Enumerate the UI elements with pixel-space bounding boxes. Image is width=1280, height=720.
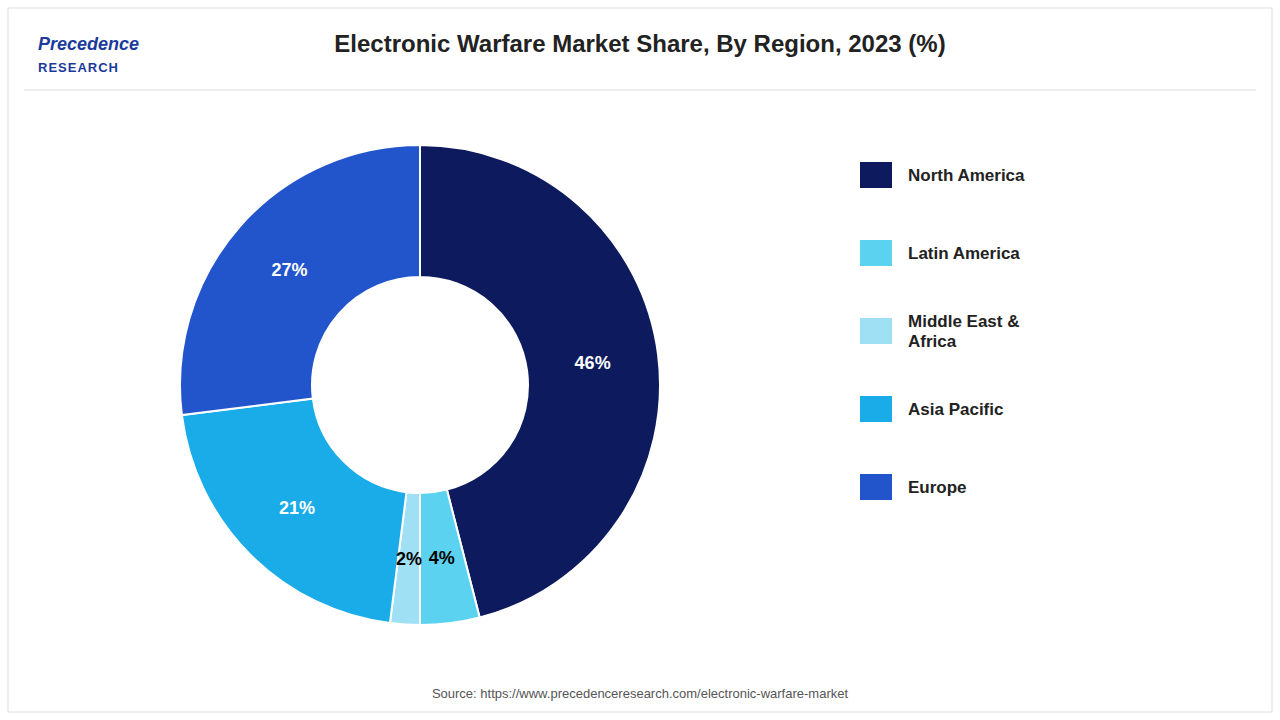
slice xyxy=(180,145,420,415)
chart: Electronic Warfare Market Share, By Regi… xyxy=(0,0,1280,720)
border xyxy=(8,8,1272,712)
legend-label: North America xyxy=(908,166,1025,185)
legend-label-line: Middle East & xyxy=(908,312,1019,331)
logo-top: Precedence xyxy=(38,34,139,54)
data-labels: 46% 4% 2% 21% 27% xyxy=(271,260,610,569)
title-rule xyxy=(24,90,1256,91)
slice xyxy=(420,490,480,625)
legend-label-line: Latin America xyxy=(908,244,1020,263)
legend-label-line: North America xyxy=(908,166,1025,185)
legend-label-line: Africa xyxy=(908,332,957,351)
legend-label: Latin America xyxy=(908,244,1020,263)
legend-swatch xyxy=(860,240,892,266)
title: Electronic Warfare Market Share, By Regi… xyxy=(334,30,945,57)
legend: North AmericaLatin AmericaMiddle East &A… xyxy=(860,162,1025,500)
background xyxy=(0,0,1280,720)
legend-label: Europe xyxy=(908,478,967,497)
legend-swatch xyxy=(860,318,892,344)
legend-swatch xyxy=(860,396,892,422)
legend-swatch xyxy=(860,162,892,188)
legend-label-line: Europe xyxy=(908,478,967,497)
data-label: 4% xyxy=(429,548,455,568)
source: Source: https://www.precedenceresearch.c… xyxy=(432,686,849,701)
data-label: 21% xyxy=(279,498,315,518)
slice xyxy=(182,399,407,624)
legend-label: Asia Pacific xyxy=(908,400,1003,419)
legend-label: Middle East &Africa xyxy=(908,312,1019,351)
legend-label-line: Asia Pacific xyxy=(908,400,1003,419)
data-label: 27% xyxy=(271,260,307,280)
data-label: 46% xyxy=(575,353,611,373)
data-label: 2% xyxy=(396,549,422,569)
legend-swatch xyxy=(860,474,892,500)
slices xyxy=(180,145,660,625)
logo-bottom: RESEARCH xyxy=(38,60,119,75)
